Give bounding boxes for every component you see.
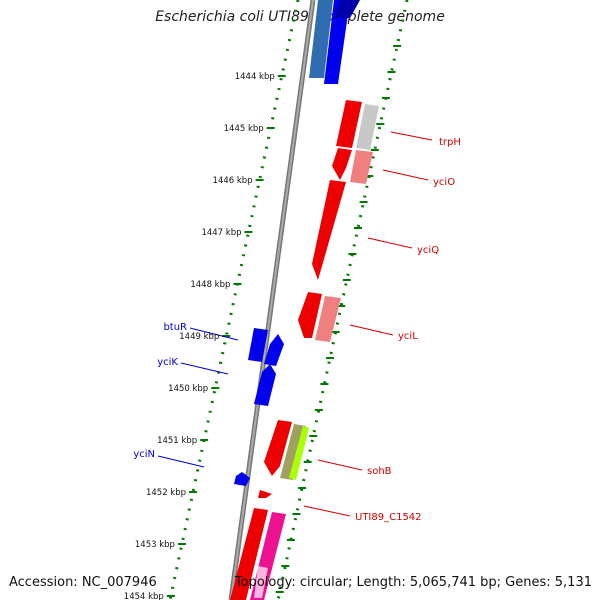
gene-label-yciN[interactable]: yciN: [133, 449, 155, 460]
gene-label-trpH[interactable]: trpH: [439, 137, 461, 148]
outer-guide-line: [276, 0, 409, 600]
gene-feature-UTI89_C1542[interactable]: [258, 490, 272, 498]
gene-label-btuR[interactable]: btuR: [163, 322, 187, 333]
gene-feature-yciO-b[interactable]: [350, 150, 373, 184]
ruler-guide-line: [168, 0, 300, 600]
genome-summary: Topology: circular; Length: 5,065,741 bp…: [234, 575, 592, 590]
gene-label-yciK[interactable]: yciK: [157, 357, 178, 368]
gene-feature-yciL-b[interactable]: [315, 296, 341, 342]
reverse-strand-features[interactable]: [234, 328, 284, 486]
gene-feature-btuR-b[interactable]: [264, 334, 284, 366]
gene-feature-yciK[interactable]: [254, 364, 276, 406]
ruler-label: 1451 kbp: [157, 436, 197, 446]
gene-feature-grey[interactable]: [356, 104, 379, 150]
gene-label-yciL[interactable]: yciL: [398, 331, 418, 342]
ruler-labels: 1444 kbp 1445 kbp 1446 kbp 1447 kbp 1448 kbp…: [124, 72, 275, 600]
ruler-label: 1444 kbp: [235, 72, 275, 82]
gene-feature[interactable]: [324, 0, 350, 84]
gene-feature[interactable]: [335, 0, 360, 18]
top-blue-features[interactable]: [309, 0, 360, 84]
ruler-label: 1452 kbp: [146, 488, 186, 498]
ruler-label: 1448 kbp: [190, 280, 230, 290]
ruler-label: 1449 kbp: [179, 332, 219, 342]
gene-feature[interactable]: [230, 508, 268, 600]
gene-feature-yciO[interactable]: [332, 148, 352, 180]
gene-feature-sohB[interactable]: [264, 420, 292, 476]
gene-feature[interactable]: [309, 0, 333, 78]
gene-label-UTI89_C1542[interactable]: UTI89_C1542: [355, 512, 422, 523]
ruler-label: 1447 kbp: [201, 228, 241, 238]
gene-feature-yciN[interactable]: [234, 472, 250, 486]
ruler-ticks: [166, 75, 286, 597]
gene-feature-btuR[interactable]: [248, 328, 268, 362]
gene-feature-olive[interactable]: [280, 424, 306, 480]
forward-strand-features[interactable]: [230, 100, 379, 600]
accession-label: Accession: NC_007946: [9, 575, 157, 590]
gene-feature-trpH[interactable]: [336, 100, 362, 148]
ruler-label: 1450 kbp: [168, 384, 208, 394]
ruler-label: 1454 kbp: [124, 592, 164, 600]
gene-feature-yciL[interactable]: [298, 292, 322, 338]
gene-feature-yciQ[interactable]: [312, 180, 346, 280]
ruler-label: 1445 kbp: [224, 124, 264, 134]
gene-label-yciQ[interactable]: yciQ: [417, 245, 439, 256]
map-title: Escherichia coli UTI89, complete genome: [155, 9, 445, 25]
gene-label-sohB[interactable]: sohB: [367, 466, 392, 477]
gene-feature-lightpink[interactable]: [254, 566, 268, 598]
genome-backbone-highlight: [230, 0, 314, 600]
gene-feature-lime[interactable]: [289, 426, 309, 480]
outer-ticks: [275, 45, 402, 593]
ruler-label: 1453 kbp: [135, 540, 175, 550]
gene-label-yciO[interactable]: yciO: [433, 177, 455, 188]
callout-lines: [157, 131, 433, 517]
ruler-label: 1446 kbp: [213, 176, 253, 186]
